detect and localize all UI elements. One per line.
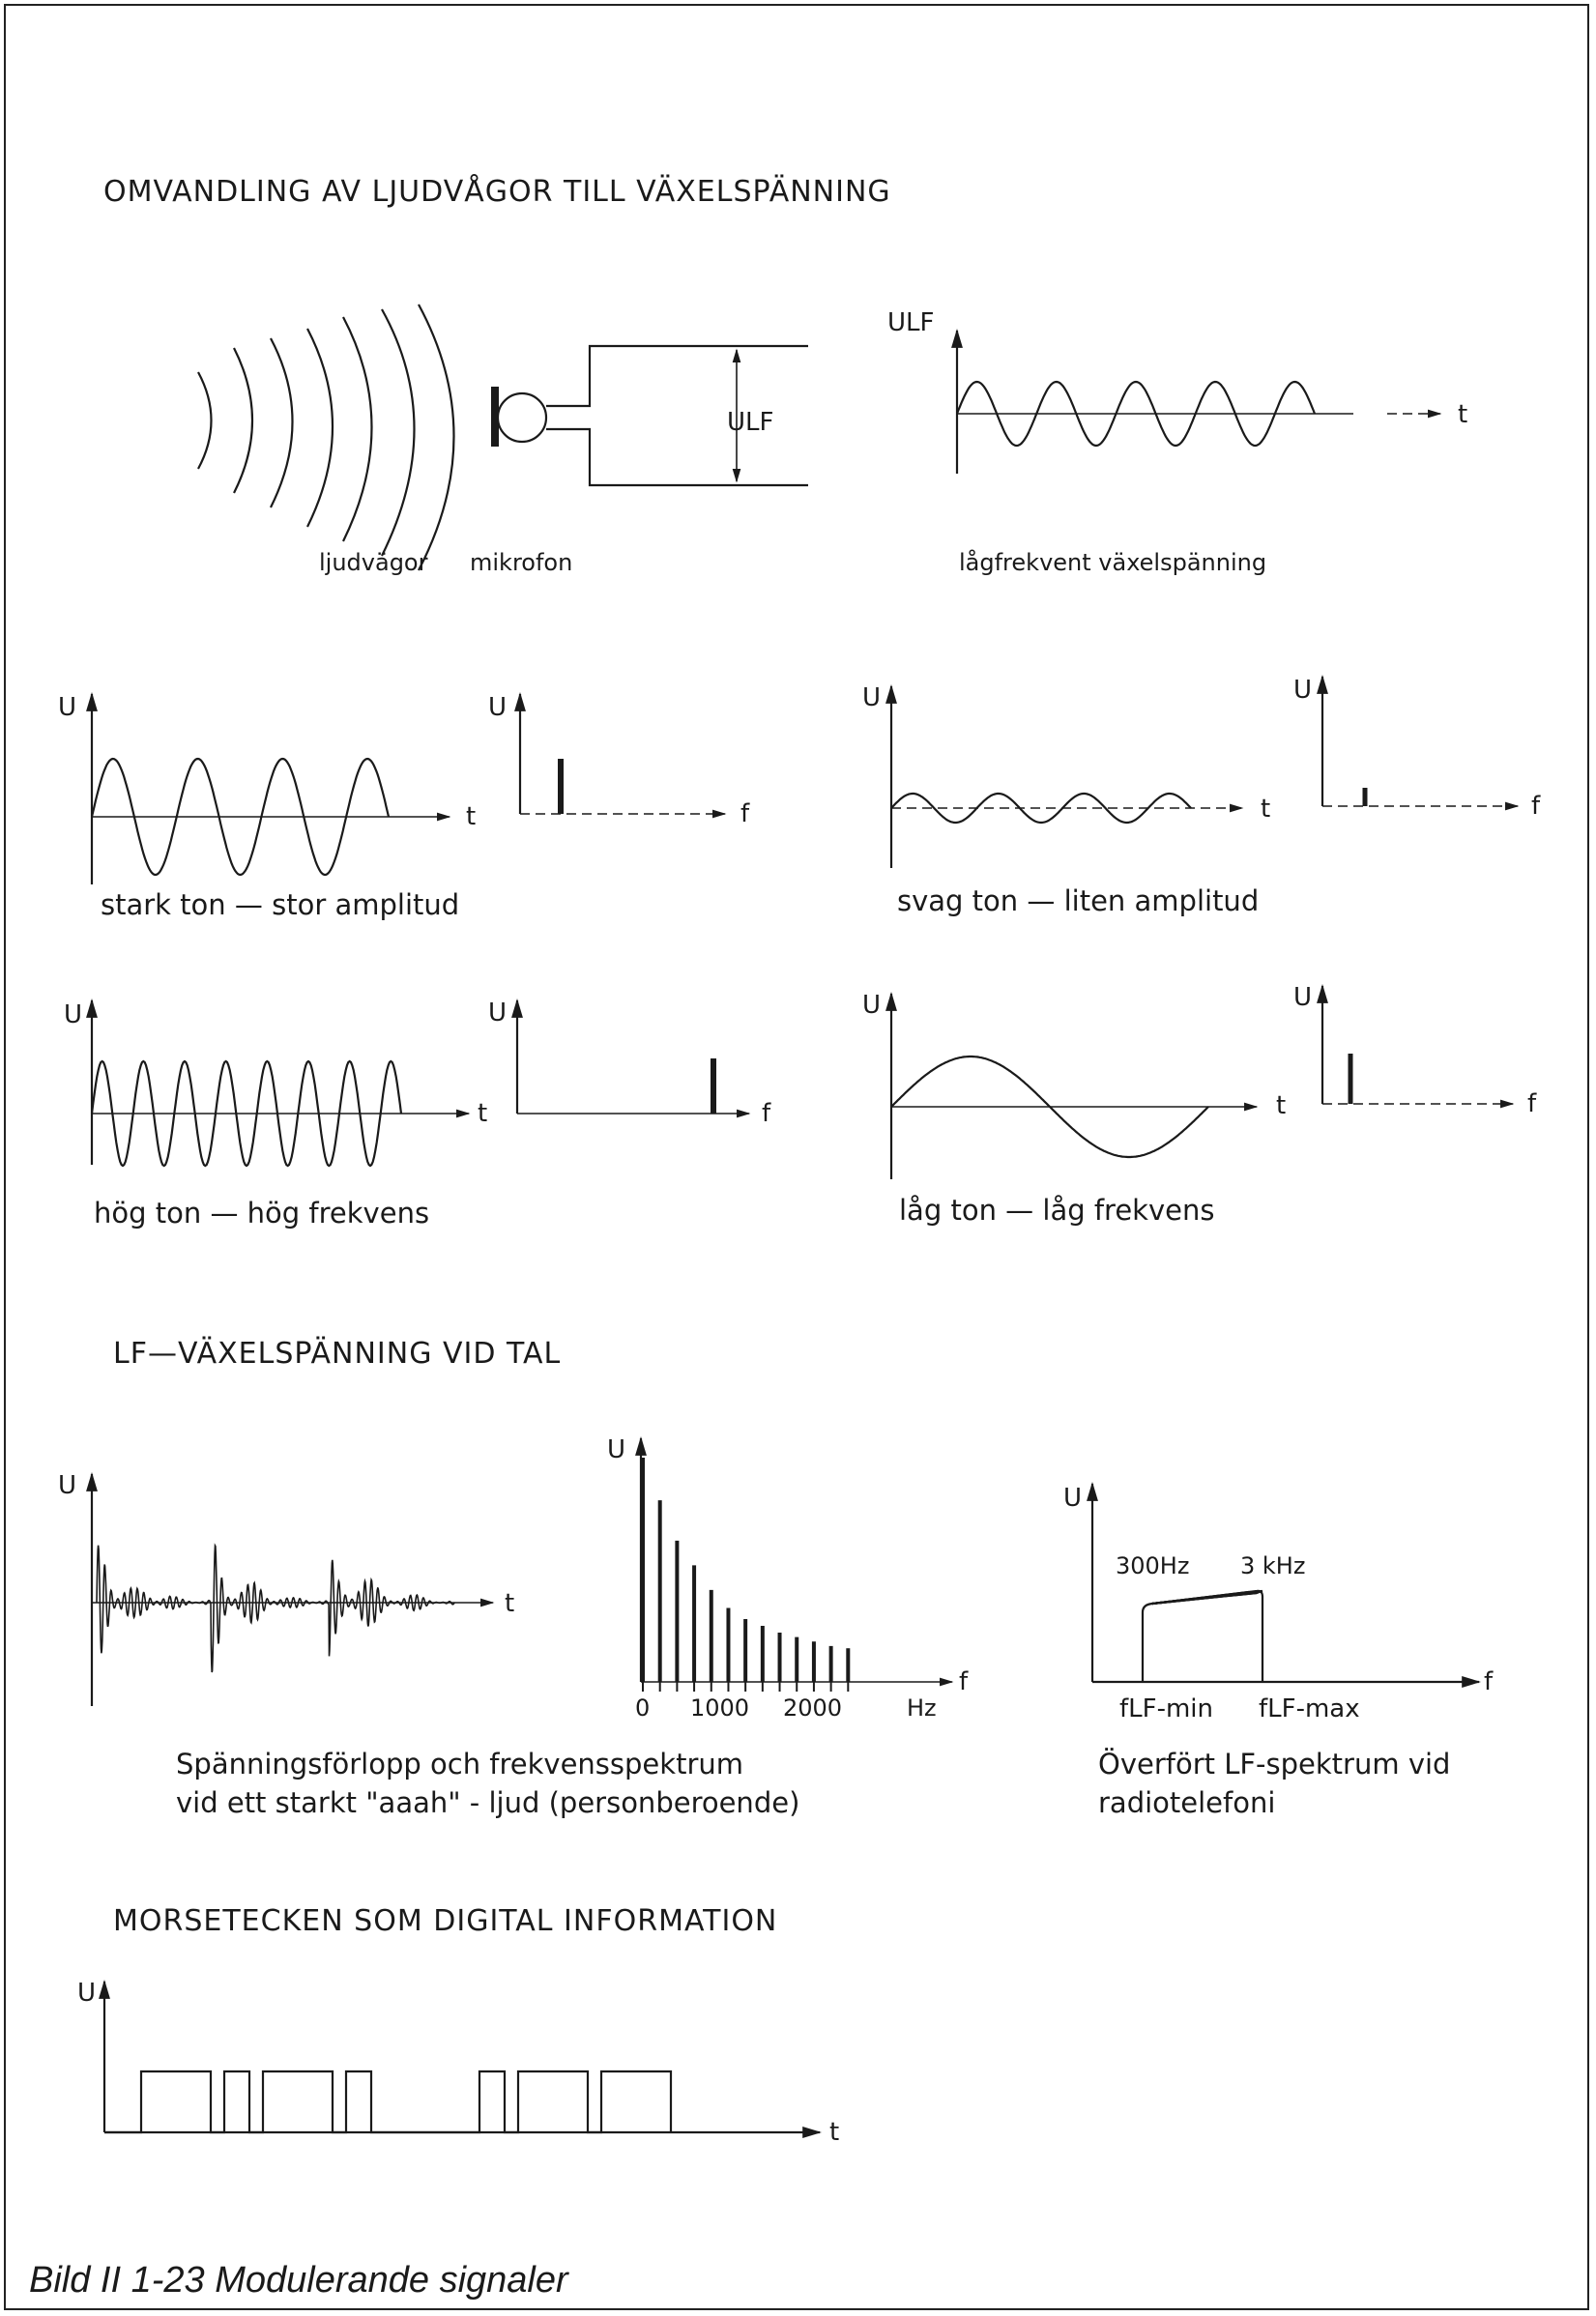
stark-freq-xlabel: f bbox=[740, 799, 750, 828]
band-xlabel: f bbox=[1484, 1667, 1494, 1696]
label-signal: lågfrekvent växelspänning bbox=[959, 548, 1266, 576]
morse-signal bbox=[104, 2070, 673, 2134]
hog-wave bbox=[90, 1059, 403, 1168]
band-ylabel: U bbox=[1063, 1484, 1082, 1513]
stark-wave bbox=[90, 757, 391, 877]
lag-freq-xlabel: f bbox=[1527, 1089, 1537, 1118]
lag-time-ylabel: U bbox=[862, 991, 881, 1020]
panel-lag: U t U f låg ton — låg frekvens bbox=[862, 983, 1537, 1227]
hog-freq-ylabel: U bbox=[488, 999, 507, 1028]
label-ulf: ULF bbox=[727, 408, 773, 437]
speech-ylabel: U bbox=[58, 1471, 76, 1500]
section1-heading: OMVANDLING AV LJUDVÅGOR TILL VÄXELSPÄNNI… bbox=[103, 174, 891, 209]
stark-time-ylabel: U bbox=[58, 693, 76, 722]
svag-caption: svag ton — liten amplitud bbox=[897, 884, 1259, 917]
svag-time-ylabel: U bbox=[862, 683, 881, 712]
band-fmin: fLF-min bbox=[1119, 1694, 1213, 1723]
spectrum-unit: Hz bbox=[907, 1694, 937, 1722]
spectrum-ylabel: U bbox=[607, 1435, 625, 1464]
band-graph: U 300Hz 3 kHz fLF-min fLF-max f bbox=[1063, 1482, 1494, 1723]
speech-caption-line2: vid ett starkt "aaah" - ljud (personbero… bbox=[176, 1786, 799, 1819]
stark-caption: stark ton — stor amplitud bbox=[101, 888, 459, 921]
stark-freq-ylabel: U bbox=[488, 693, 507, 722]
band-shape bbox=[1141, 1589, 1263, 1682]
lag-freq-ylabel: U bbox=[1293, 983, 1312, 1012]
hog-time-ylabel: U bbox=[64, 1000, 82, 1029]
ulf-sine-wave bbox=[955, 380, 1317, 448]
morse-ylabel: U bbox=[77, 1979, 96, 2008]
speech-waveform bbox=[96, 1543, 455, 1673]
svag-wave bbox=[890, 792, 1192, 825]
speech-caption-line1: Spänningsförlopp och frekvensspektrum bbox=[176, 1748, 743, 1780]
svag-time-xlabel: t bbox=[1261, 795, 1270, 824]
panel-stark: U t U f stark ton — stor amplitud bbox=[58, 692, 750, 921]
spectrum-tick-1000: 1000 bbox=[690, 1694, 749, 1722]
band-low-label: 300Hz bbox=[1116, 1552, 1189, 1579]
spectrum-tick-2000: 2000 bbox=[783, 1694, 842, 1722]
panel-hog: U t U f hög ton — hög frekvens bbox=[64, 999, 771, 1230]
morse-xlabel: t bbox=[829, 2118, 839, 2147]
band-high-label: 3 kHz bbox=[1240, 1552, 1305, 1579]
spectrum-xlabel: f bbox=[959, 1667, 969, 1696]
section3-heading: MORSETECKEN SOM DIGITAL INFORMATION bbox=[113, 1904, 777, 1938]
stark-time-xlabel: t bbox=[466, 802, 476, 831]
panel-svag: U t U f svag ton — liten amplitud bbox=[862, 675, 1541, 917]
hog-freq-xlabel: f bbox=[762, 1099, 771, 1128]
morse-graph: U t bbox=[77, 1979, 839, 2147]
microphone-icon bbox=[491, 344, 808, 487]
ulf-graph-xlabel: t bbox=[1458, 400, 1467, 429]
label-sound-waves: ljudvägor bbox=[319, 549, 428, 576]
lag-time-xlabel: t bbox=[1276, 1091, 1286, 1120]
spectrum-bars bbox=[641, 1458, 851, 1682]
hog-time-xlabel: t bbox=[478, 1099, 487, 1128]
lag-caption: låg ton — låg frekvens bbox=[899, 1194, 1214, 1227]
speech-spectrum-graph: U 0 1000 2000 Hz f bbox=[607, 1435, 969, 1722]
label-microphone: mikrofon bbox=[470, 549, 572, 576]
ulf-graph bbox=[951, 329, 1442, 474]
band-fmax: fLF-max bbox=[1259, 1694, 1360, 1723]
section2-heading: LF—VÄXELSPÄNNING VID TAL bbox=[113, 1336, 561, 1371]
lag-wave bbox=[890, 1055, 1209, 1159]
speech-waveform-graph: U t bbox=[58, 1471, 514, 1706]
spectrum-ticks bbox=[642, 1682, 850, 1692]
band-caption-line1: Överfört LF-spektrum vid bbox=[1098, 1748, 1450, 1780]
svag-freq-xlabel: f bbox=[1531, 792, 1541, 821]
hog-caption: hög ton — hög frekvens bbox=[94, 1197, 429, 1230]
page-frame bbox=[4, 4, 1589, 2310]
speech-xlabel: t bbox=[505, 1589, 514, 1618]
ulf-graph-ylabel: ULF bbox=[887, 308, 934, 337]
spectrum-tick-0: 0 bbox=[635, 1694, 650, 1722]
figure-caption: Bild II 1-23 Modulerande signaler bbox=[29, 2260, 568, 2301]
sound-waves-icon bbox=[197, 304, 455, 571]
band-caption-line2: radiotelefoni bbox=[1098, 1786, 1275, 1819]
svag-freq-ylabel: U bbox=[1293, 676, 1312, 705]
